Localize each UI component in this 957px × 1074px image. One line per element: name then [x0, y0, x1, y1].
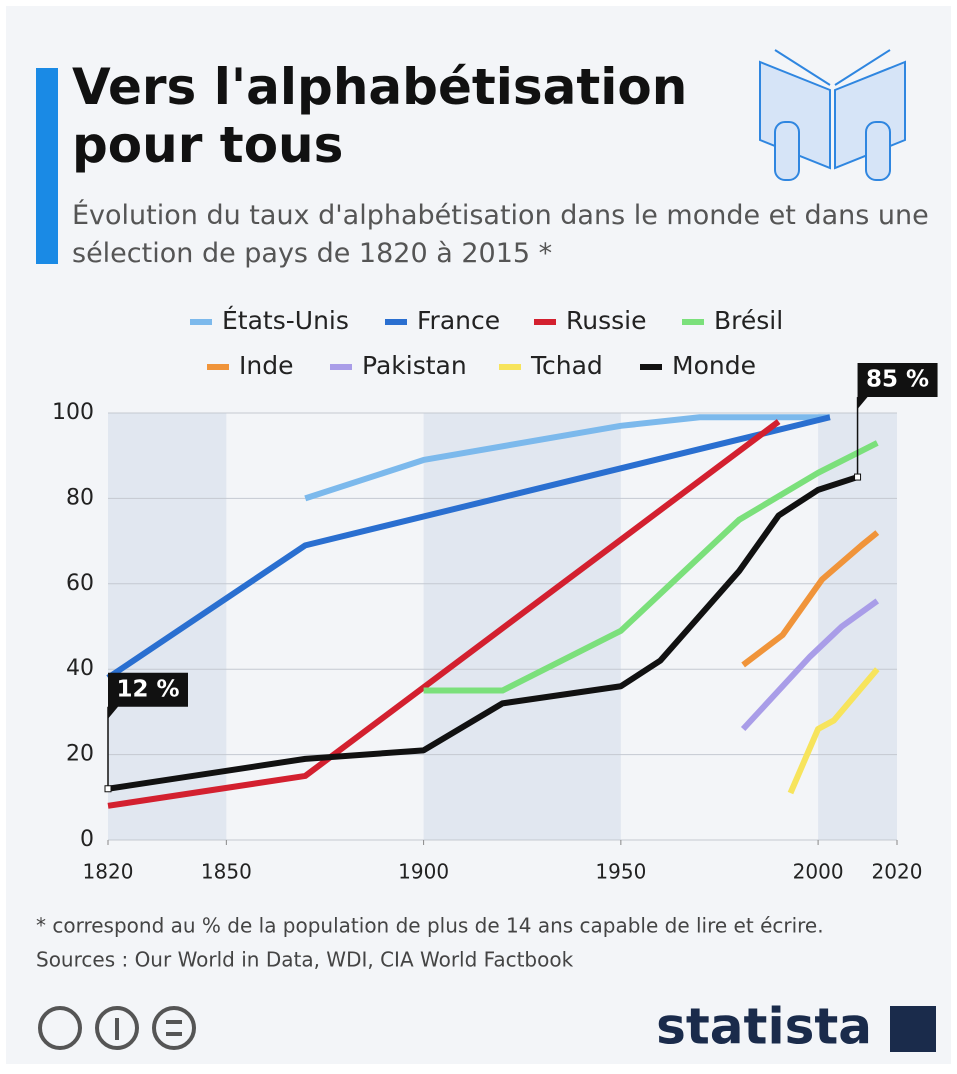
y-tick-label: 100 — [52, 400, 94, 425]
y-tick-label: 0 — [80, 827, 94, 852]
footnote: * correspond au % de la population de pl… — [36, 914, 824, 938]
legend-label: France — [417, 306, 500, 335]
x-tick-label: 1900 — [398, 860, 449, 884]
point-marker — [105, 786, 111, 792]
legend-label: Russie — [566, 306, 646, 335]
chart: Vers l'alphabétisationpour tous Évolutio… — [0, 0, 957, 1070]
legend-label: Monde — [672, 351, 756, 380]
x-tick-label: 2020 — [872, 860, 923, 884]
legend-label: Inde — [239, 351, 293, 380]
legend-label: Pakistan — [362, 351, 467, 380]
x-tick-label: 1850 — [201, 860, 252, 884]
data-label: 85 % — [866, 367, 929, 393]
x-tick-label: 1950 — [595, 860, 646, 884]
brand-icon — [890, 1006, 936, 1052]
x-tick-label: 1820 — [83, 860, 134, 884]
x-tick-label: 2000 — [793, 860, 844, 884]
y-tick-label: 60 — [66, 571, 94, 596]
legend-label: Brésil — [714, 306, 783, 335]
source: Sources : Our World in Data, WDI, CIA Wo… — [36, 948, 574, 972]
y-tick-label: 40 — [66, 656, 94, 681]
point-marker — [855, 474, 861, 480]
y-tick-label: 20 — [66, 742, 94, 767]
brand-logo: statista — [656, 998, 872, 1056]
data-label: 12 % — [116, 676, 179, 702]
accent-bar — [36, 68, 58, 264]
y-tick-label: 80 — [66, 485, 94, 510]
legend-label: États-Unis — [222, 306, 349, 335]
legend-label: Tchad — [530, 351, 603, 380]
